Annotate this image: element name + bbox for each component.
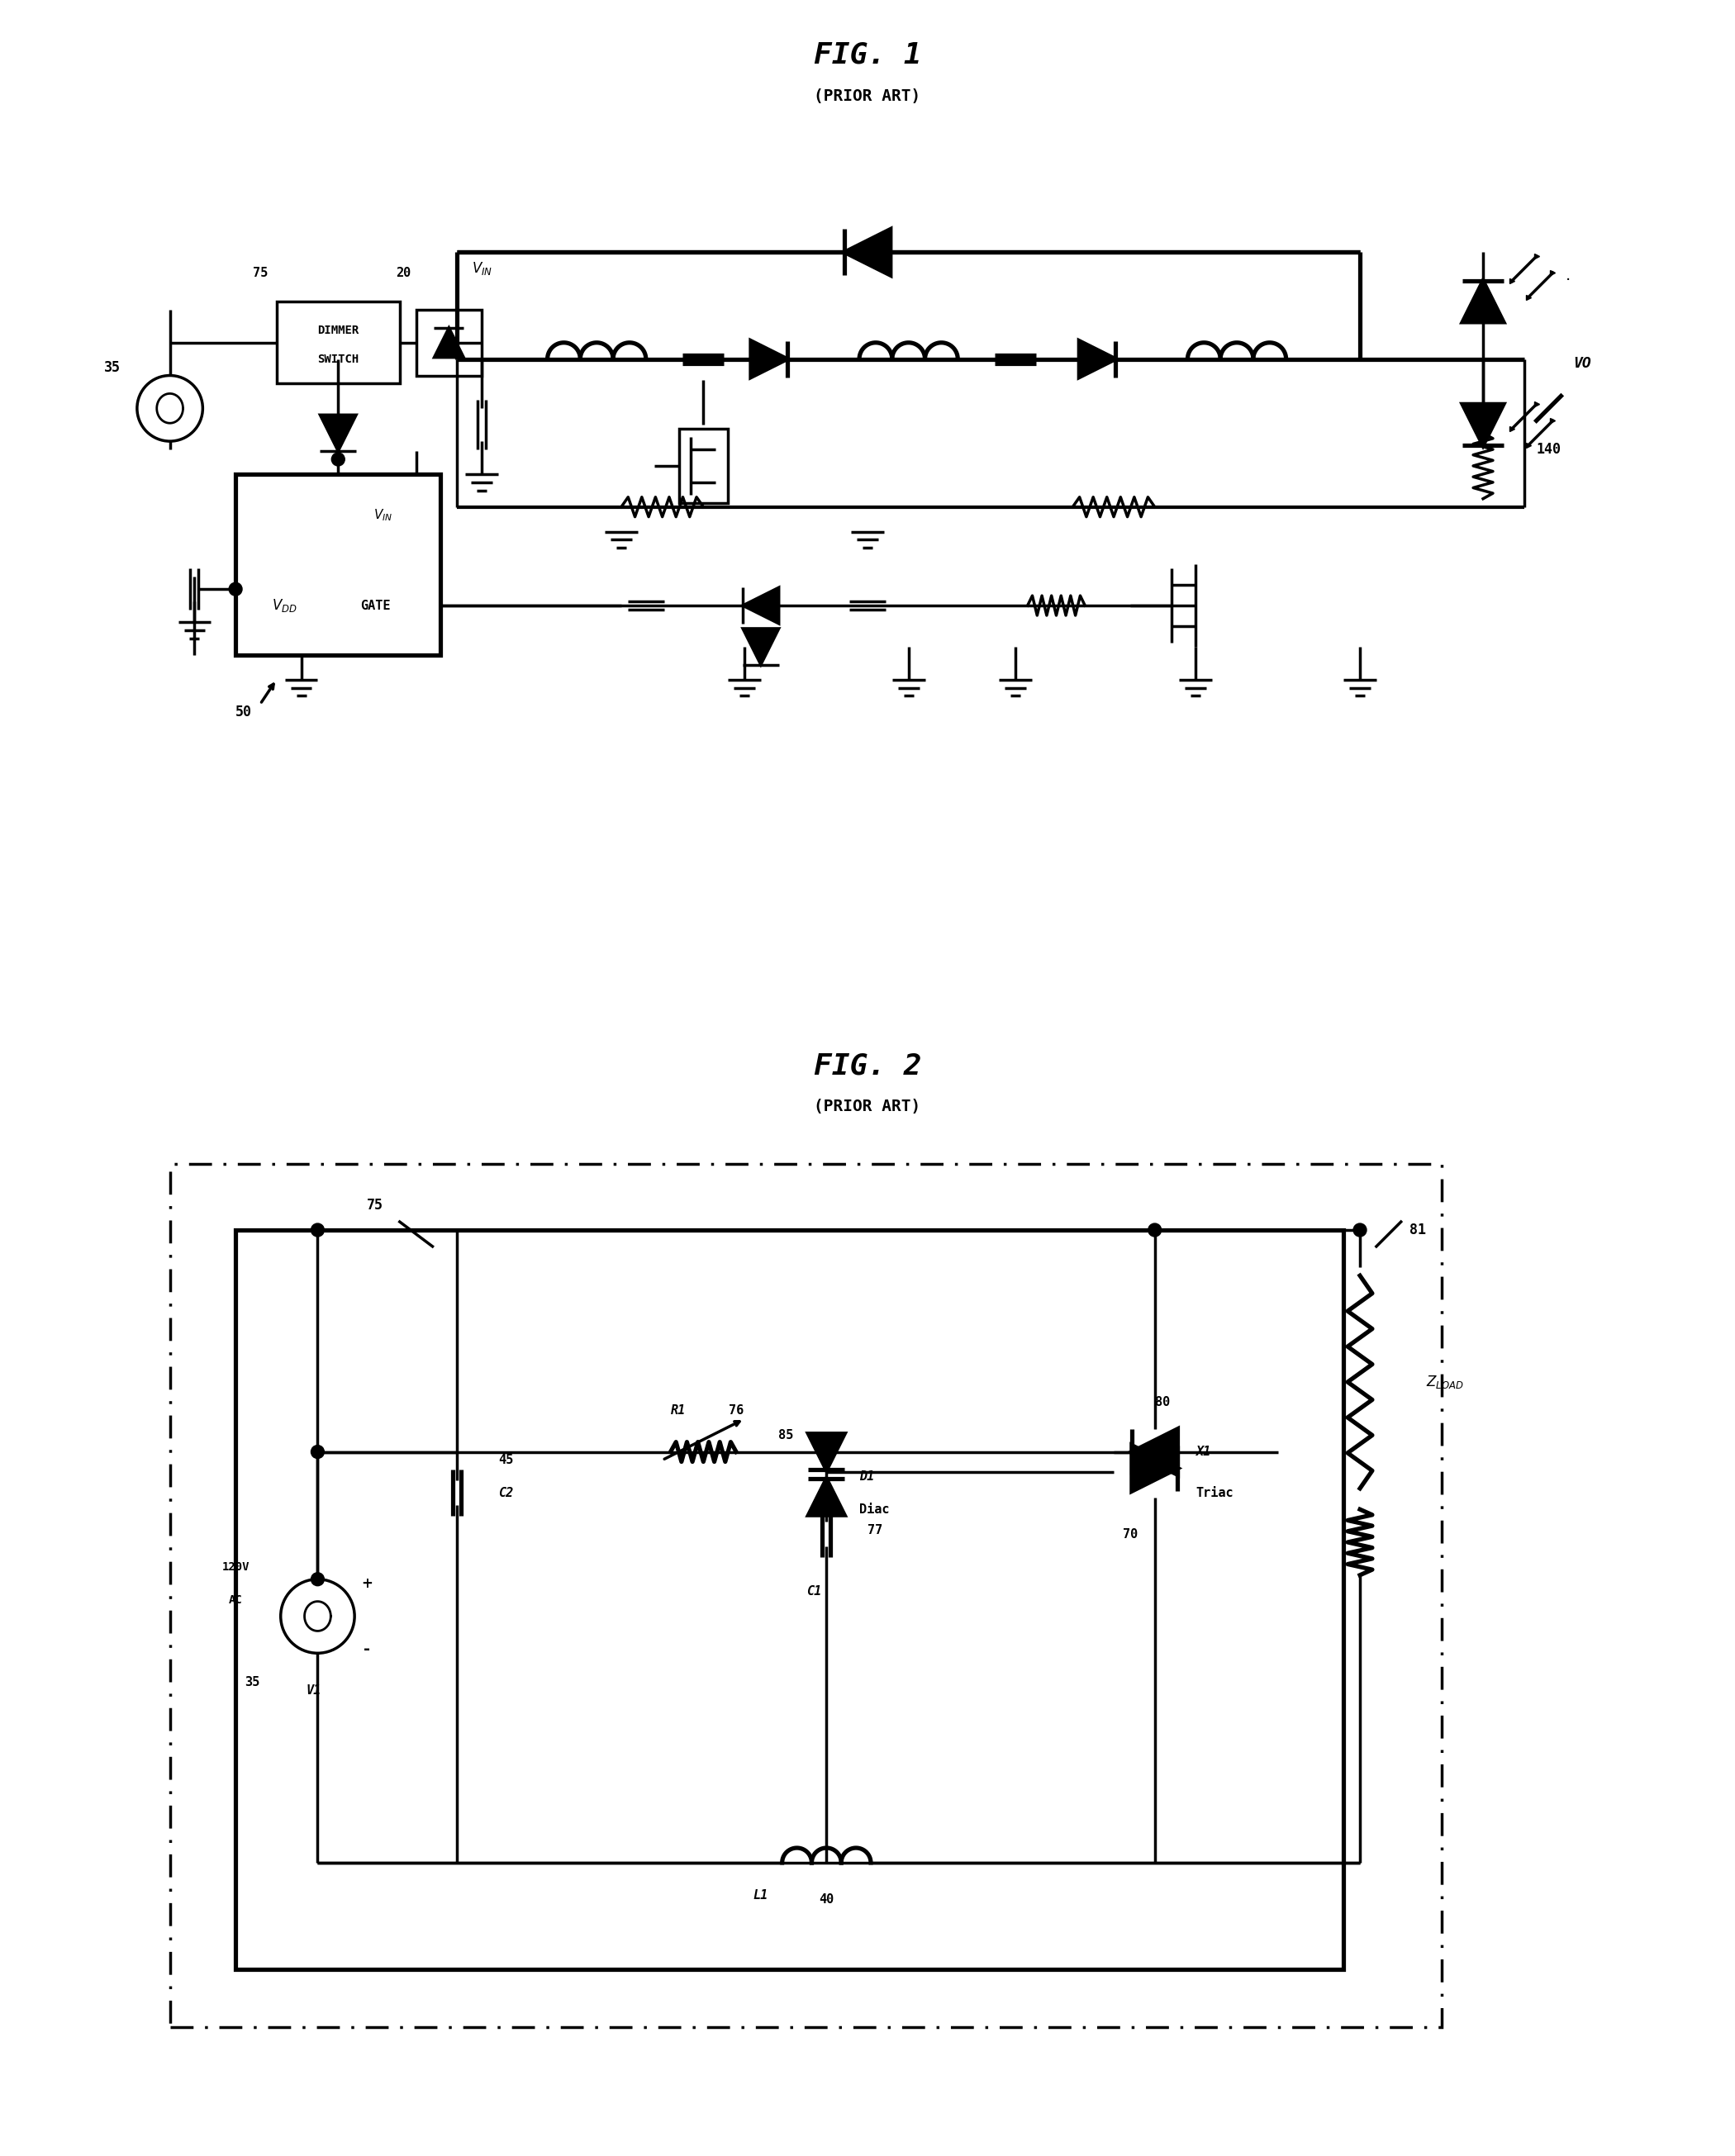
Polygon shape bbox=[845, 229, 890, 276]
Text: (PRIOR ART): (PRIOR ART) bbox=[814, 1100, 921, 1115]
Bar bbox=[678, 429, 729, 502]
Text: DIMMER: DIMMER bbox=[318, 326, 359, 336]
Circle shape bbox=[229, 582, 243, 595]
Text: 81: 81 bbox=[1409, 1222, 1426, 1238]
Text: V1: V1 bbox=[305, 1684, 321, 1697]
Bar bbox=[236, 1231, 1343, 1968]
Text: C2: C2 bbox=[498, 1488, 514, 1498]
Polygon shape bbox=[434, 328, 463, 358]
Polygon shape bbox=[1131, 1445, 1178, 1492]
Text: 35: 35 bbox=[104, 360, 121, 375]
Circle shape bbox=[311, 1445, 324, 1457]
Polygon shape bbox=[743, 630, 779, 664]
Text: FIG. 2: FIG. 2 bbox=[814, 1052, 921, 1080]
Polygon shape bbox=[1463, 280, 1504, 321]
Circle shape bbox=[311, 1572, 324, 1587]
Polygon shape bbox=[809, 1434, 845, 1470]
Text: 80: 80 bbox=[1156, 1397, 1171, 1408]
Circle shape bbox=[311, 1222, 324, 1238]
Text: D1: D1 bbox=[859, 1470, 874, 1483]
Polygon shape bbox=[751, 341, 788, 377]
Text: -: - bbox=[364, 1641, 370, 1658]
Text: $V_{DD}$: $V_{DD}$ bbox=[272, 597, 297, 614]
Text: VO: VO bbox=[1574, 356, 1591, 371]
Polygon shape bbox=[743, 586, 779, 623]
Circle shape bbox=[1353, 1222, 1367, 1238]
Polygon shape bbox=[1463, 403, 1504, 446]
Bar bbox=[236, 474, 441, 655]
Text: 75: 75 bbox=[366, 1199, 383, 1214]
Text: R1: R1 bbox=[671, 1404, 687, 1416]
Text: X1: X1 bbox=[1195, 1447, 1211, 1457]
Text: 40: 40 bbox=[819, 1893, 835, 1906]
Polygon shape bbox=[809, 1479, 845, 1516]
Text: 120V: 120V bbox=[222, 1561, 250, 1572]
Text: FIG. 1: FIG. 1 bbox=[814, 41, 921, 69]
Text: 77: 77 bbox=[868, 1524, 883, 1535]
Text: +: + bbox=[361, 1576, 373, 1591]
Text: 20: 20 bbox=[396, 267, 411, 278]
Text: AC: AC bbox=[229, 1593, 243, 1606]
Text: 45: 45 bbox=[498, 1453, 514, 1466]
Text: 75: 75 bbox=[253, 267, 267, 278]
Bar bbox=[416, 310, 482, 375]
Text: GATE: GATE bbox=[359, 599, 390, 612]
Text: 76: 76 bbox=[729, 1404, 744, 1416]
Text: 140: 140 bbox=[1535, 442, 1562, 457]
Text: C1: C1 bbox=[807, 1585, 822, 1598]
Polygon shape bbox=[1079, 341, 1116, 377]
Text: ·: · bbox=[1565, 272, 1570, 289]
Text: $V_{IN}$: $V_{IN}$ bbox=[373, 507, 392, 524]
Text: (PRIOR ART): (PRIOR ART) bbox=[814, 88, 921, 103]
Circle shape bbox=[331, 453, 345, 466]
Text: 50: 50 bbox=[236, 705, 252, 720]
Text: SWITCH: SWITCH bbox=[318, 354, 359, 364]
Polygon shape bbox=[319, 414, 356, 451]
Text: $V_{IN}$: $V_{IN}$ bbox=[472, 261, 493, 276]
Polygon shape bbox=[1131, 1429, 1178, 1475]
Text: Triac: Triac bbox=[1195, 1488, 1234, 1498]
Text: $Z_{LOAD}$: $Z_{LOAD}$ bbox=[1426, 1373, 1463, 1391]
Text: Diac: Diac bbox=[859, 1503, 890, 1516]
Text: L1: L1 bbox=[753, 1889, 769, 1902]
Circle shape bbox=[1149, 1222, 1161, 1238]
Text: 35: 35 bbox=[245, 1675, 260, 1688]
Text: 85: 85 bbox=[777, 1429, 793, 1442]
Bar bbox=[276, 302, 399, 384]
Text: 70: 70 bbox=[1123, 1529, 1138, 1539]
Bar bbox=[170, 1164, 1442, 2027]
